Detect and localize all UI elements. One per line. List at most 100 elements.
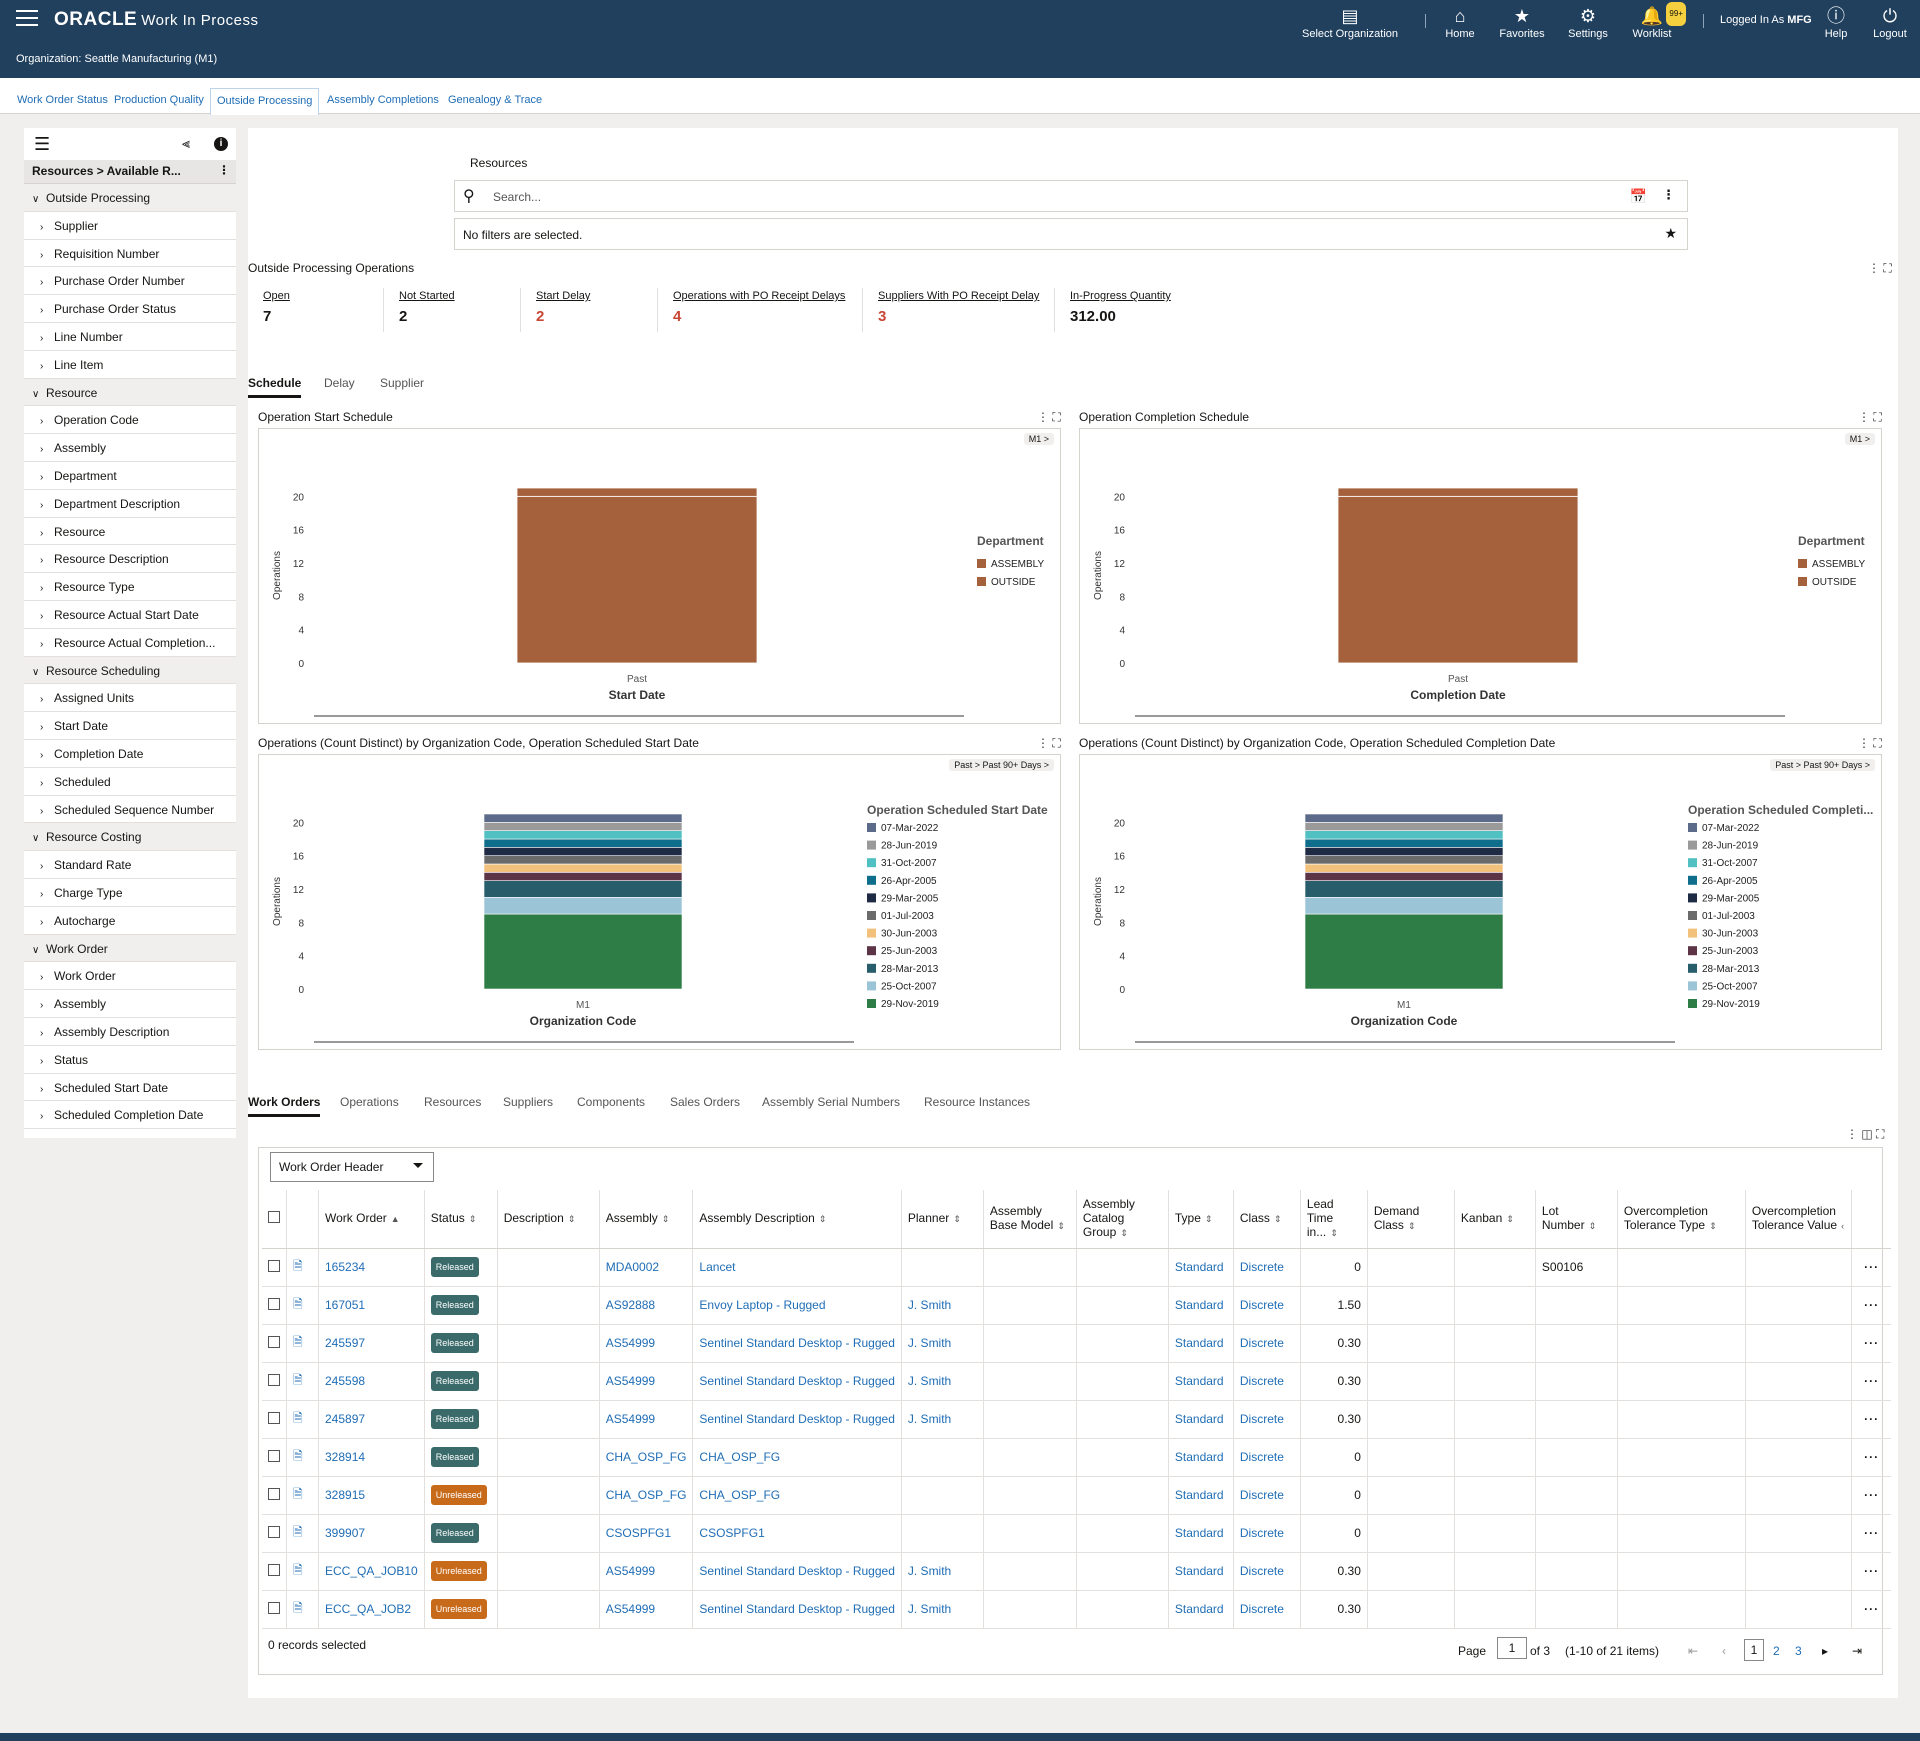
class-link[interactable]: Discrete [1239, 1374, 1284, 1388]
legend-label[interactable]: 01-Jul-2003 [1702, 911, 1755, 922]
assembly-link[interactable]: AS54999 [605, 1374, 656, 1388]
type-link[interactable]: Standard [1174, 1412, 1224, 1426]
chevron-down-icon[interactable]: ∨ [32, 666, 40, 678]
chevron-right-icon[interactable]: › [40, 471, 44, 483]
sort-icon[interactable]: ⇕ [468, 1214, 477, 1225]
page-2-button[interactable]: 2 [1773, 1644, 1780, 1658]
page-3-button[interactable]: 3 [1795, 1644, 1802, 1658]
page-number-input[interactable]: 1 [1497, 1637, 1527, 1659]
column-header[interactable]: Work Order ▲ [318, 1190, 425, 1249]
bar-segment[interactable] [483, 813, 683, 823]
table-row[interactable]: 🗎 167051 Released AS92888 Envoy Laptop - Rug… [262, 1286, 1892, 1325]
catalog-item[interactable]: › Requisition Number [24, 240, 236, 268]
column-header[interactable]: Assembly Description ⇕ [692, 1190, 902, 1249]
assembly-link[interactable]: AS92888 [605, 1298, 656, 1312]
sort-icon[interactable]: ‹ [1841, 1221, 1845, 1232]
info-icon[interactable]: i [214, 137, 228, 151]
column-header[interactable]: Assembly ⇕ [599, 1190, 694, 1249]
star-icon[interactable]: ★ [1664, 225, 1677, 241]
maximize-icon[interactable]: ⛶ [1052, 736, 1061, 750]
legend-label[interactable]: 25-Oct-2007 [1702, 981, 1758, 992]
bar-segment[interactable] [1304, 813, 1504, 823]
bar-segment[interactable] [483, 822, 683, 831]
work-order-link[interactable]: 245598 [325, 1374, 366, 1388]
legend-label[interactable]: OUTSIDE [991, 577, 1036, 588]
row-checkbox[interactable] [268, 1449, 280, 1462]
catalog-item[interactable]: › Completion Date [24, 740, 236, 768]
legend-label[interactable]: 30-Jun-2003 [881, 929, 938, 940]
tab-components[interactable]: Components [577, 1095, 646, 1109]
menu-icon[interactable] [16, 10, 38, 28]
work-order-link[interactable]: ECC_QA_JOB2 [325, 1602, 412, 1616]
document-icon[interactable]: 🗎 [293, 1524, 303, 1539]
bar-segment[interactable] [483, 880, 683, 898]
metric-in-progress-quantity[interactable]: In-Progress Quantity 312.00 [1070, 290, 1171, 325]
catalog-group[interactable]: ∨ Resource Costing [24, 823, 236, 852]
catalog-item[interactable]: › Department Description [24, 490, 236, 518]
catalog-item[interactable]: › Supplier [24, 212, 236, 240]
more-actions-icon[interactable]: ··· [1864, 1526, 1880, 1540]
table-row[interactable]: 🗎 ECC_QA_JOB10 Unreleased AS54999 Sentinel S… [262, 1552, 1892, 1591]
column-header[interactable]: Demand Class ⇕ [1367, 1190, 1455, 1249]
table-row[interactable]: 🗎 328914 Released CHA_OSP_FG CHA_OSP_FG Stand… [262, 1438, 1892, 1477]
catalog-group[interactable]: ∨ Outside Processing [24, 184, 236, 212]
row-checkbox[interactable] [268, 1411, 280, 1424]
bar-segment[interactable] [483, 830, 683, 840]
bar-segment[interactable] [516, 487, 758, 497]
chevron-right-icon[interactable]: › [40, 360, 44, 372]
legend-label[interactable]: 30-Jun-2003 [1702, 929, 1759, 940]
tab-outside-processing[interactable]: Outside Processing [210, 88, 320, 115]
type-link[interactable]: Standard [1174, 1564, 1224, 1578]
type-link[interactable]: Standard [1174, 1336, 1224, 1350]
catalog-item[interactable]: › Assembly Description [24, 1018, 236, 1046]
assembly-description-link[interactable]: CSOSPFG1 [699, 1526, 765, 1540]
select-all-checkbox[interactable] [268, 1211, 280, 1224]
type-link[interactable]: Standard [1174, 1602, 1224, 1616]
maximize-icon[interactable]: ⛶ [1883, 261, 1892, 275]
tab-genealogy-trace[interactable]: Genealogy & Trace [448, 94, 543, 106]
class-link[interactable]: Discrete [1239, 1526, 1284, 1540]
planner-link[interactable]: J. Smith [907, 1298, 952, 1312]
row-checkbox[interactable] [268, 1259, 280, 1272]
previous-page-icon[interactable]: ‹ [1722, 1644, 1726, 1658]
document-icon[interactable]: 🗎 [293, 1372, 303, 1387]
catalog-item[interactable]: › Assembly [24, 990, 236, 1018]
row-checkbox[interactable] [268, 1335, 280, 1348]
more-actions-icon[interactable]: ··· [1864, 1564, 1880, 1578]
tab-resource-instances[interactable]: Resource Instances [924, 1095, 1031, 1109]
document-icon[interactable]: 🗎 [293, 1296, 303, 1311]
tab-work-order-status[interactable]: Work Order Status [17, 94, 108, 106]
class-link[interactable]: Discrete [1239, 1488, 1284, 1502]
bar-segment[interactable] [1304, 822, 1504, 831]
row-checkbox[interactable] [268, 1373, 280, 1386]
class-link[interactable]: Discrete [1239, 1450, 1284, 1464]
share-icon[interactable]: ⫷ [182, 135, 190, 151]
chevron-down-icon[interactable]: ∨ [32, 388, 40, 400]
legend-label[interactable]: 31-Oct-2007 [881, 858, 937, 869]
document-icon[interactable]: 🗎 [293, 1600, 303, 1615]
sort-icon[interactable]: ⇕ [1506, 1214, 1514, 1225]
columns-icon[interactable]: ◫ [1861, 1127, 1873, 1141]
assembly-description-link[interactable]: Sentinel Standard Desktop - Rugged [699, 1602, 895, 1616]
view-select[interactable]: Work Order Header [270, 1152, 434, 1182]
document-icon[interactable]: 🗎 [293, 1486, 303, 1501]
more-actions-icon[interactable]: ··· [1864, 1488, 1880, 1502]
drill-breadcrumb[interactable]: M1 > [1023, 433, 1054, 445]
bar-segment[interactable] [483, 863, 683, 873]
assembly-description-link[interactable]: Lancet [699, 1260, 736, 1274]
legend-label[interactable]: 29-Nov-2019 [881, 999, 939, 1010]
class-link[interactable]: Discrete [1239, 1412, 1284, 1426]
tab-operations[interactable]: Operations [340, 1095, 399, 1109]
catalog-item[interactable]: › Scheduled Completion Date [24, 1101, 236, 1130]
legend-label[interactable]: ASSEMBLY [1812, 559, 1865, 570]
column-header[interactable]: Lead Time in... ⇕ [1300, 1190, 1368, 1249]
sort-icon[interactable]: ⇕ [567, 1214, 576, 1225]
row-checkbox[interactable] [268, 1601, 280, 1614]
sort-icon[interactable]: ⇕ [1588, 1221, 1597, 1232]
tab-delay[interactable]: Delay [324, 376, 355, 390]
bar-segment[interactable] [1337, 487, 1579, 497]
assembly-link[interactable]: AS54999 [605, 1336, 656, 1350]
more-actions-icon[interactable]: ··· [1864, 1374, 1880, 1388]
chevron-right-icon[interactable]: › [40, 777, 44, 789]
planner-link[interactable]: J. Smith [907, 1564, 952, 1578]
